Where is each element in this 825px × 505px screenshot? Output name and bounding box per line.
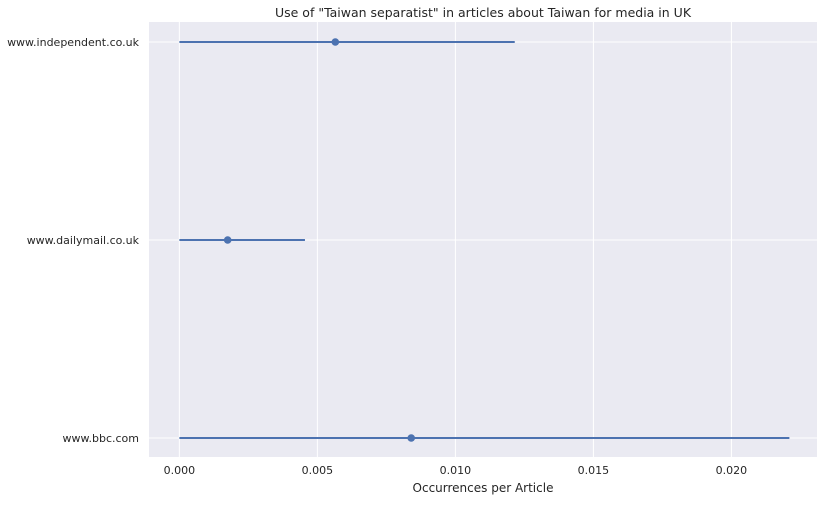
data-point [223, 236, 232, 244]
x-axis-label: Occurrences per Article [413, 481, 554, 495]
y-tick-labels: www.independent.co.uk www.dailymail.co.uk… [7, 36, 140, 445]
y-tick-label: www.bbc.com [63, 432, 139, 445]
data-point [407, 434, 416, 442]
data-point [331, 38, 340, 46]
x-tick-label: 0.000 [164, 464, 196, 477]
x-tick-label: 0.010 [440, 464, 472, 477]
chart-title: Use of "Taiwan separatist" in articles a… [275, 5, 692, 20]
x-tick-label: 0.005 [302, 464, 334, 477]
y-tick-label: www.dailymail.co.uk [27, 234, 140, 247]
x-tick-label: 0.015 [578, 464, 610, 477]
x-tick-labels: 0.000 0.005 0.010 0.015 0.020 [164, 464, 748, 477]
series-layer [179, 38, 790, 442]
x-tick-label: 0.020 [716, 464, 748, 477]
y-tick-label: www.independent.co.uk [7, 36, 140, 49]
